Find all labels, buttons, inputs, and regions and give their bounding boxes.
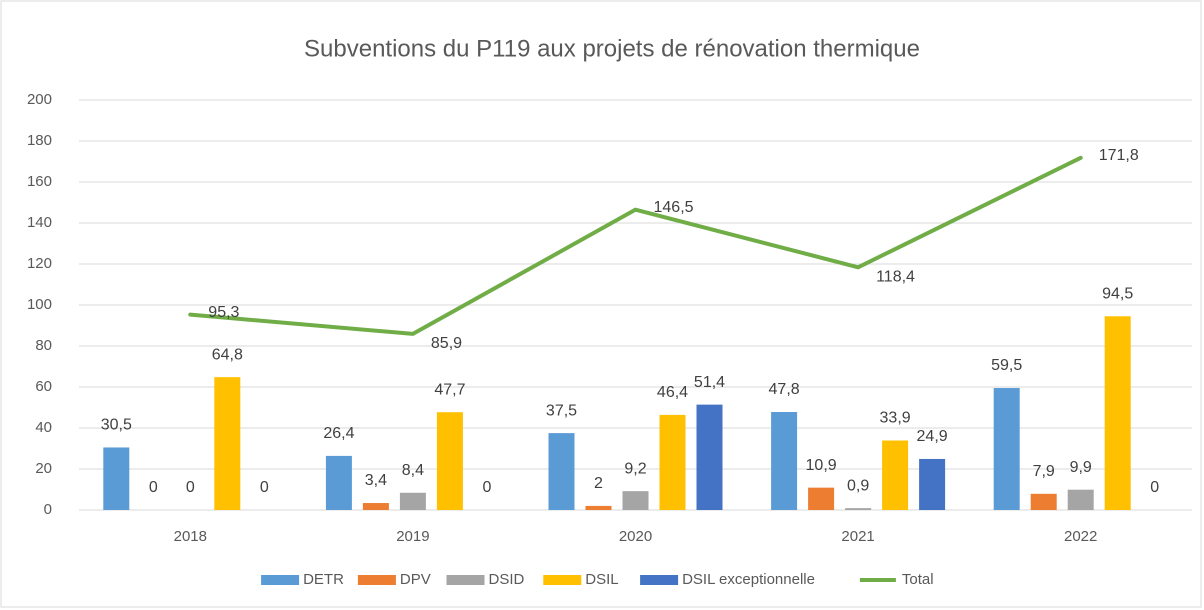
bar (622, 491, 649, 510)
legend-label: DSID (489, 571, 525, 588)
data-label: 85,9 (431, 335, 462, 352)
legend-label: Total (902, 571, 934, 588)
data-label: 10,9 (806, 457, 837, 474)
data-label: 46,4 (657, 384, 688, 401)
legend-swatch (543, 575, 582, 585)
data-label: 2 (594, 475, 603, 492)
data-label: 171,8 (1099, 147, 1139, 164)
bar (103, 447, 130, 510)
x-tick-label: 2020 (619, 528, 652, 545)
y-tick-label: 40 (35, 419, 52, 436)
x-tick-label: 2018 (174, 528, 207, 545)
legend-label: DETR (303, 571, 344, 588)
data-label: 26,4 (323, 425, 354, 442)
data-label: 0 (1150, 479, 1159, 496)
y-tick-label: 60 (35, 378, 52, 395)
data-label: 0 (186, 479, 195, 496)
y-tick-label: 20 (35, 460, 52, 477)
data-label: 3,4 (365, 472, 387, 489)
legend-swatch (446, 575, 485, 585)
data-label: 0,9 (847, 477, 869, 494)
data-label: 59,5 (991, 357, 1022, 374)
y-tick-label: 160 (27, 173, 52, 190)
y-tick-label: 140 (27, 214, 52, 231)
bar (808, 487, 835, 510)
bar (325, 455, 352, 510)
x-tick-label: 2021 (841, 528, 874, 545)
y-tick-label: 180 (27, 132, 52, 149)
bar (399, 492, 426, 510)
bar (882, 440, 909, 510)
chart-title: Subventions du P119 aux projets de rénov… (304, 35, 920, 62)
x-tick-label: 2022 (1064, 528, 1097, 545)
x-tick-label: 2019 (396, 528, 429, 545)
bar (1030, 493, 1057, 510)
data-label: 146,5 (654, 199, 694, 216)
bar (362, 503, 389, 510)
data-label: 30,5 (101, 417, 132, 434)
y-tick-label: 80 (35, 337, 52, 354)
bar (771, 412, 798, 510)
legend-swatch (357, 575, 396, 585)
data-label: 95,3 (208, 304, 239, 321)
data-label: 47,8 (769, 381, 800, 398)
data-label: 33,9 (880, 410, 911, 427)
bar (659, 414, 686, 510)
legend-label: DSIL (585, 571, 618, 588)
data-label: 0 (260, 479, 269, 496)
bar (919, 458, 946, 510)
data-label: 7,9 (1033, 463, 1055, 480)
legend-label: DPV (400, 571, 431, 588)
bar (845, 508, 872, 510)
bar (696, 404, 723, 510)
legend-swatch (261, 575, 300, 585)
y-tick-label: 0 (44, 501, 52, 518)
bar (585, 505, 612, 510)
legend-swatch (640, 575, 679, 585)
legend-label: DSIL exceptionnelle (682, 571, 815, 588)
bar (1067, 489, 1094, 510)
y-tick-label: 200 (27, 91, 52, 108)
data-label: 9,2 (624, 460, 646, 477)
data-label: 0 (149, 479, 158, 496)
data-label: 9,9 (1070, 459, 1092, 476)
bar (436, 412, 463, 510)
data-label: 8,4 (402, 462, 424, 479)
y-tick-label: 100 (27, 296, 52, 313)
data-label: 64,8 (212, 346, 243, 363)
data-label: 47,7 (434, 381, 465, 398)
line (188, 155, 1083, 336)
data-label: 118,4 (876, 268, 915, 285)
y-tick-label: 120 (27, 255, 52, 272)
data-label: 94,5 (1102, 285, 1133, 302)
bar (1104, 316, 1131, 510)
data-label: 37,5 (546, 402, 577, 419)
data-label: 51,4 (694, 374, 725, 391)
bar (214, 377, 241, 510)
bar (548, 433, 575, 510)
data-label: 0 (482, 479, 491, 496)
bar (993, 388, 1020, 510)
data-label: 24,9 (917, 428, 948, 445)
